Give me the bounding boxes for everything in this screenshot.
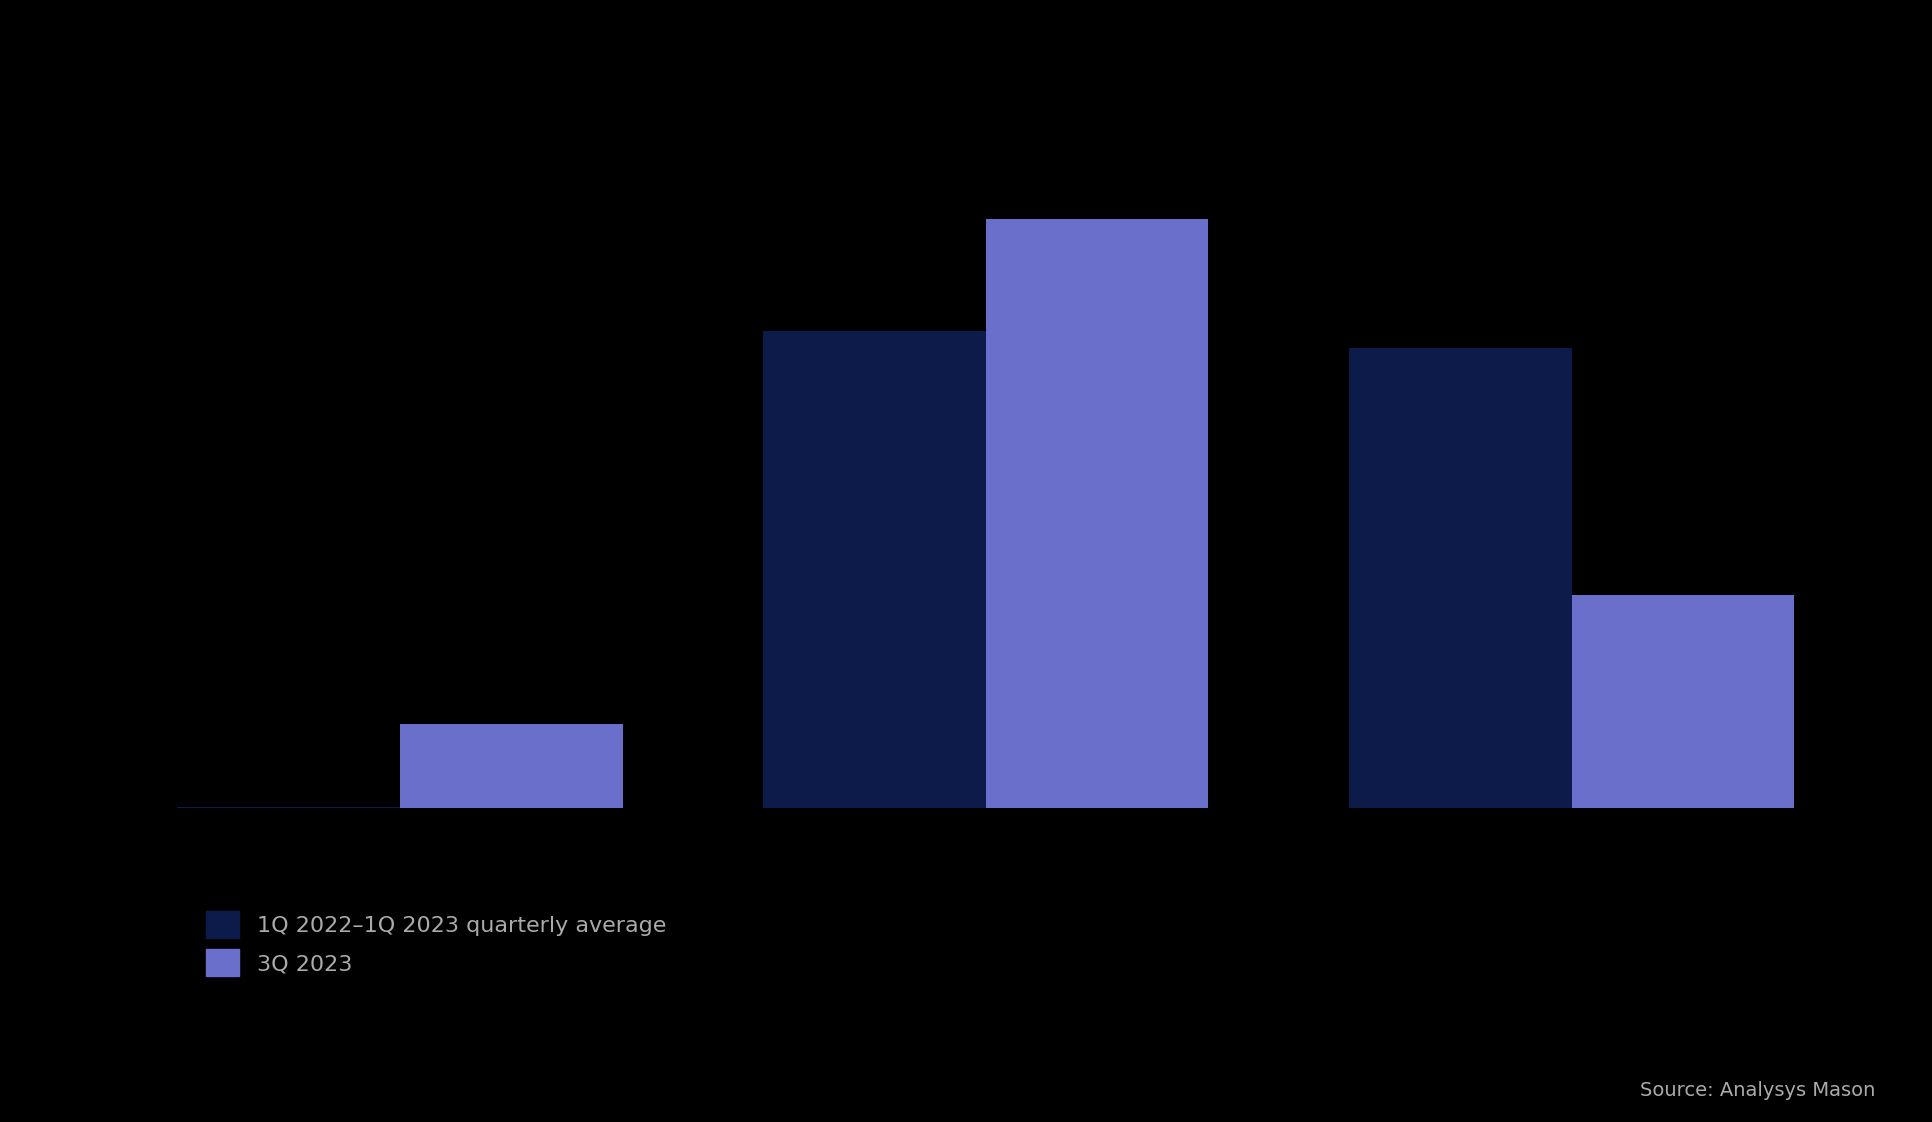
Bar	[1349, 348, 1571, 808]
Y-axis label: Net adds (millions): Net adds (millions)	[39, 379, 58, 563]
Text: Figure 2: Postpaid phone net adds, comparing 1Q 2022–1Q 2023 quarterly averages : Figure 2: Postpaid phone net adds, compa…	[317, 34, 1615, 57]
Bar	[1571, 595, 1793, 808]
Legend: 1Q 2022–1Q 2023 quarterly average, 3Q 2023: 1Q 2022–1Q 2023 quarterly average, 3Q 20…	[197, 902, 674, 985]
Bar	[985, 219, 1208, 808]
Bar	[400, 724, 622, 808]
Bar	[763, 331, 985, 808]
Text: Source: Analysys Mason: Source: Analysys Mason	[1638, 1080, 1874, 1100]
Bar	[178, 807, 400, 808]
